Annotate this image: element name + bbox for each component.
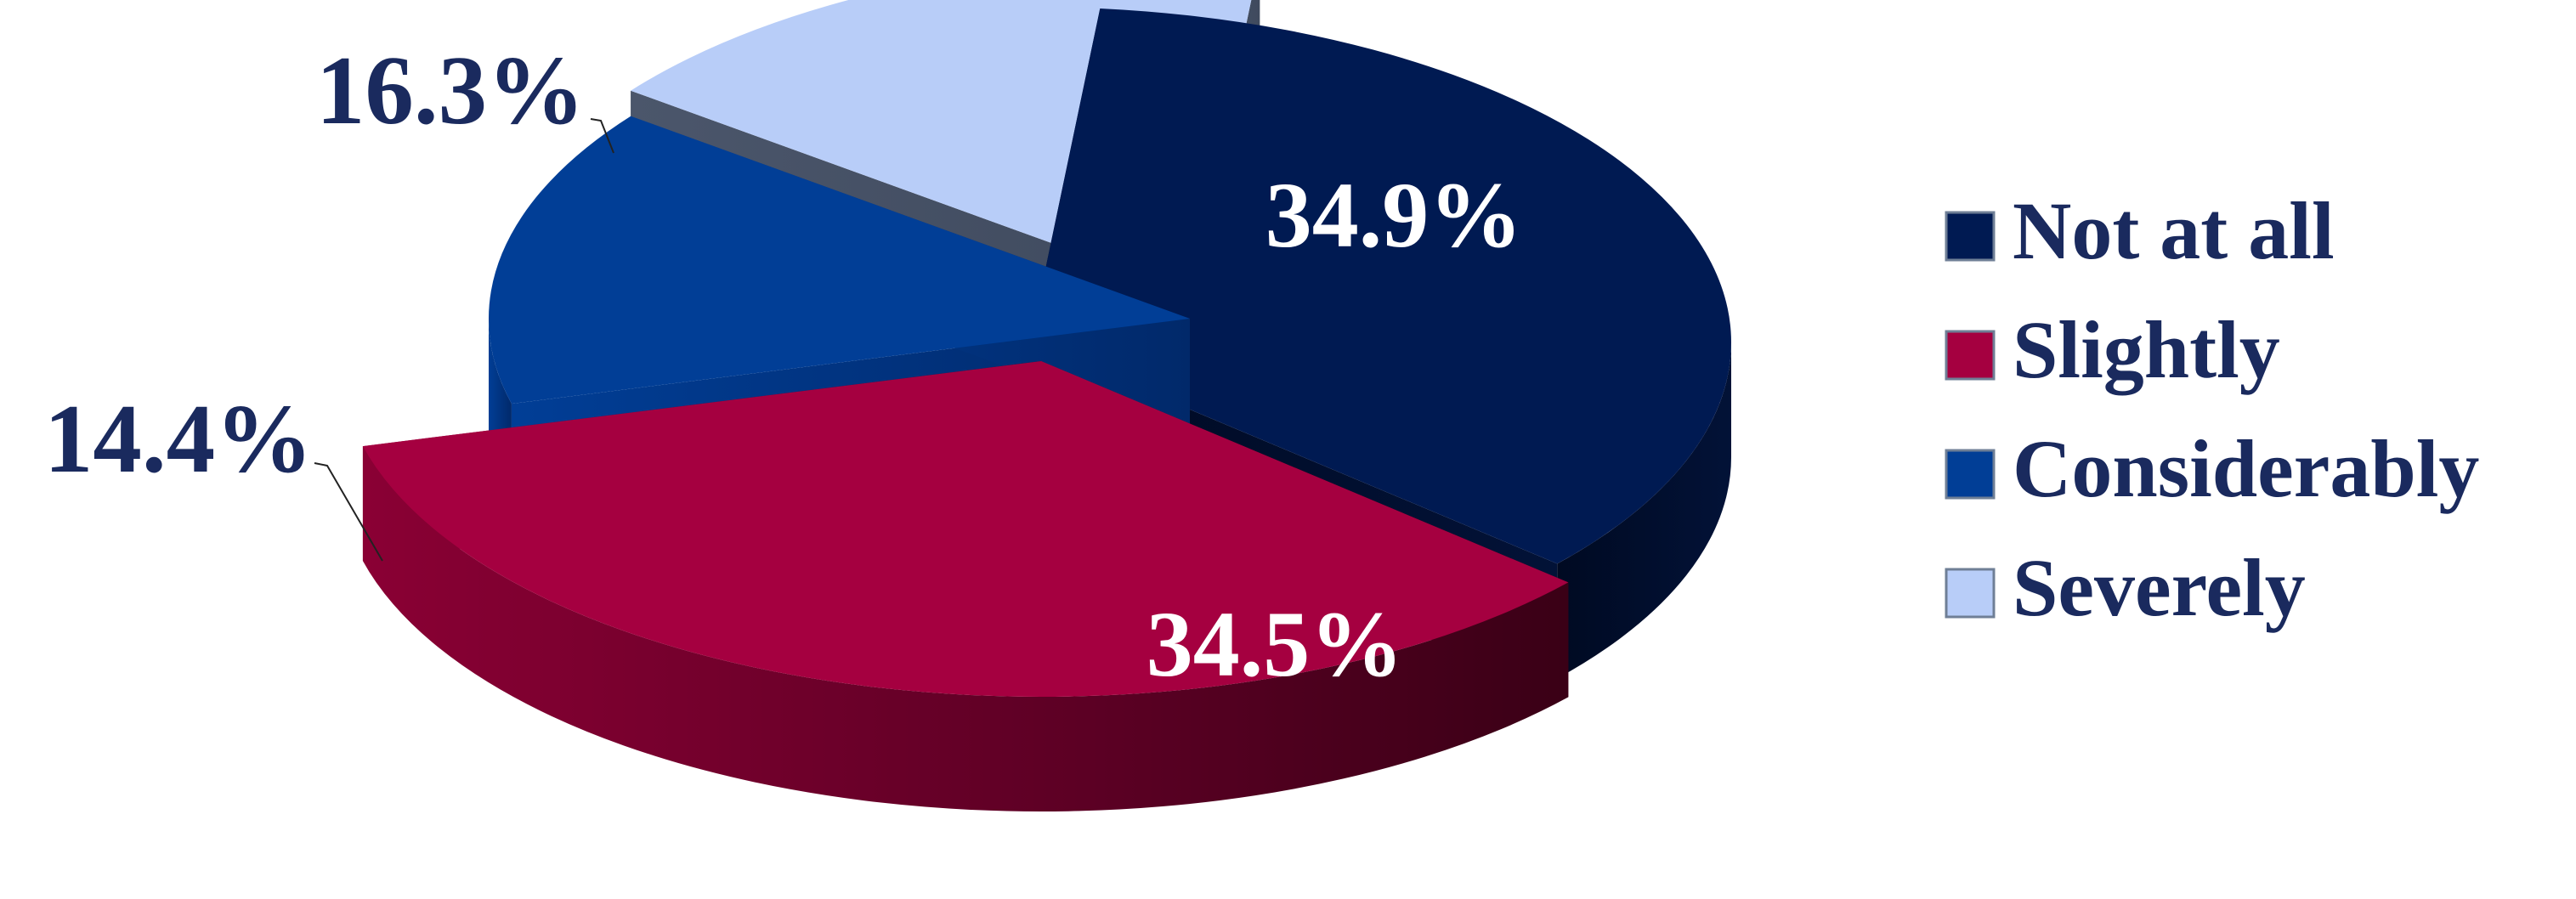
data-label-severely: 16.3% [316,37,585,144]
slice-top [362,361,1569,698]
legend-swatch-slightly [1945,330,1996,381]
legend: Not at all Slightly Considerably Severely [1945,185,2479,633]
leader-line [314,462,383,562]
legend-label-not-at-all: Not at all [2013,185,2335,276]
data-label-considerably: 14.4% [44,385,313,493]
data-label-slightly: 34.5% [1146,592,1404,696]
slice-outer-side [362,446,1569,811]
legend-label-slightly: Slightly [2013,304,2280,395]
slice-top [1030,8,1732,564]
slice-outer-side [1557,342,1731,679]
legend-label-considerably: Considerably [2013,423,2479,514]
slice-slightly [362,361,1569,811]
legend-label-severely: Severely [2013,542,2306,633]
legend-swatch-severely [1945,568,1996,619]
slice-top [488,116,1190,404]
leader-line [590,118,614,154]
legend-swatch-considerably [1945,449,1996,500]
legend-swatch-not-at-all [1945,211,1996,262]
data-label-not-at-all: 34.9% [1265,163,1523,267]
